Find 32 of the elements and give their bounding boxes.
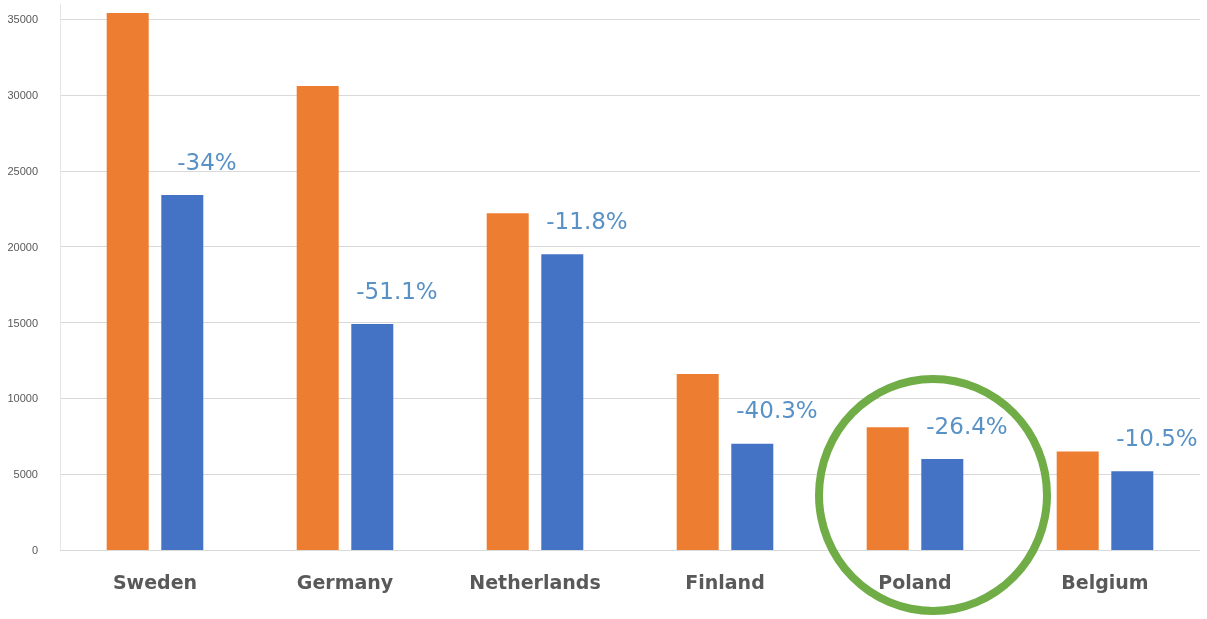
x-tick-label: Poland	[878, 570, 952, 593]
x-tick-label: Netherlands	[469, 570, 601, 593]
y-tick-label: 30000	[7, 89, 38, 101]
bar	[866, 427, 909, 550]
annotation: -11.8%	[546, 207, 628, 234]
y-tick-label: 10000	[7, 392, 38, 405]
annotation: -40.3%	[736, 397, 818, 424]
bar	[1056, 451, 1099, 550]
bar	[921, 459, 964, 550]
x-tick-label: Germany	[296, 570, 394, 593]
x-tick-label: Belgium	[1061, 570, 1149, 593]
bar	[676, 374, 719, 550]
x-tick-label: Sweden	[112, 570, 198, 593]
annotation: -26.4%	[926, 412, 1008, 439]
bar	[106, 13, 149, 550]
bar	[731, 443, 774, 550]
bar	[161, 195, 204, 550]
y-tick-label: 25000	[7, 164, 38, 177]
x-tick-label: Finland	[685, 570, 765, 593]
y-tick-label: 0	[31, 544, 38, 556]
annotation: -51.1%	[356, 277, 438, 304]
annotation: -10.5%	[1116, 424, 1198, 451]
bar	[296, 85, 339, 550]
annotation: -34%	[177, 148, 237, 175]
y-tick-label: 15000	[7, 316, 38, 329]
bar	[486, 213, 529, 550]
y-tick-label: 5000	[13, 468, 38, 481]
y-tick-label: 20000	[7, 240, 38, 253]
bar	[351, 324, 394, 550]
bar	[1111, 471, 1154, 550]
y-tick-label: 35000	[7, 13, 38, 26]
bar	[541, 254, 584, 550]
